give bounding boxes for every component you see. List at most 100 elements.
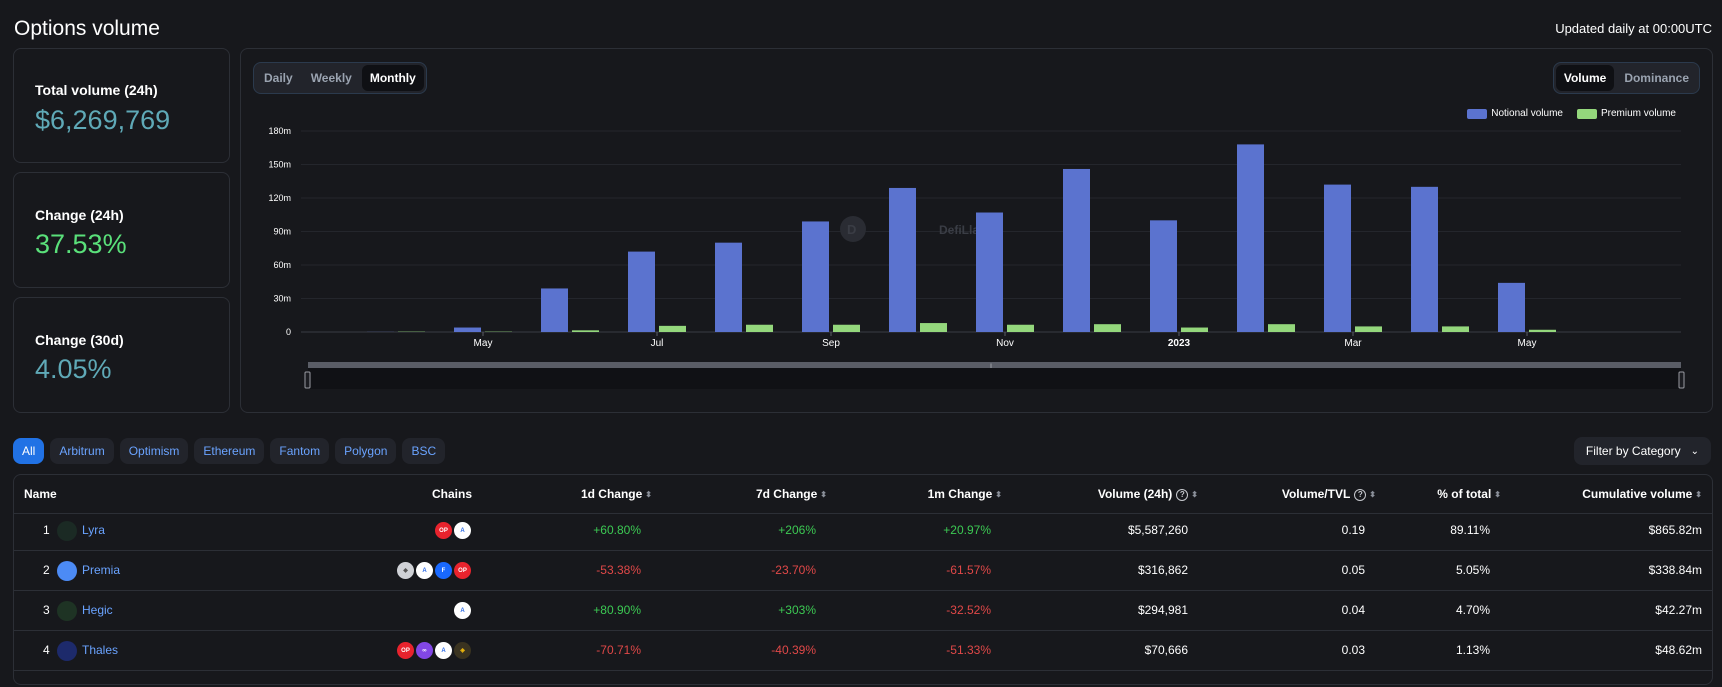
slider-handle-right[interactable] bbox=[1678, 371, 1685, 389]
slider-area[interactable] bbox=[308, 368, 1681, 389]
bar-notional[interactable] bbox=[976, 212, 1003, 332]
volume-tvl: 0.05 bbox=[1341, 563, 1365, 577]
protocol-name-link[interactable]: Hegic bbox=[82, 603, 113, 617]
arbitrum-icon[interactable]: A bbox=[434, 641, 453, 660]
volume-24h: $70,666 bbox=[1144, 643, 1188, 657]
bar-premium[interactable] bbox=[659, 325, 686, 332]
chip-fantom[interactable]: Fantom bbox=[270, 438, 330, 464]
header-7d-change[interactable]: 7d Change ⬍ bbox=[756, 475, 827, 514]
bar-notional[interactable] bbox=[628, 251, 655, 332]
period-monthly[interactable]: Monthly bbox=[361, 65, 424, 91]
arbitrum-icon[interactable]: A bbox=[415, 561, 434, 580]
header-1m-change[interactable]: 1m Change ⬍ bbox=[928, 475, 1002, 514]
header-pct-total[interactable]: % of total ⬍ bbox=[1437, 475, 1501, 514]
protocol-name-link[interactable]: Thales bbox=[82, 643, 119, 657]
bar-premium[interactable] bbox=[1355, 326, 1382, 332]
bar-premium[interactable] bbox=[833, 324, 860, 332]
chip-all[interactable]: All bbox=[13, 438, 45, 464]
bar-notional[interactable] bbox=[454, 327, 481, 332]
header-name[interactable]: Name bbox=[24, 487, 57, 501]
x-tick-label: Sep bbox=[822, 338, 840, 349]
table-row[interactable]: 4 Thales OP ∞ A ◈ -70.71% -40.39% -51.33% $70,666… bbox=[14, 631, 1712, 671]
chip-optimism[interactable]: Optimism bbox=[119, 438, 189, 464]
y-tick-label: 0 bbox=[286, 327, 291, 337]
slider-track[interactable] bbox=[308, 362, 1681, 368]
help-icon[interactable]: ? bbox=[1176, 488, 1189, 501]
rank: 4 bbox=[43, 643, 50, 657]
chip-bsc[interactable]: BSC bbox=[402, 438, 446, 464]
fantom-icon[interactable]: F bbox=[434, 561, 453, 580]
header-label: 1d Change bbox=[580, 487, 643, 501]
slider-handle-left[interactable] bbox=[304, 371, 311, 389]
polygon-icon[interactable]: ∞ bbox=[415, 641, 434, 660]
cumulative-volume: $338.84m bbox=[1648, 563, 1702, 577]
zoom-slider[interactable]: ‖ bbox=[304, 362, 1685, 389]
filter-by-category-button[interactable]: Filter by Category ⌄ bbox=[1573, 437, 1711, 465]
arbitrum-icon[interactable]: A bbox=[453, 601, 472, 620]
bar-premium[interactable] bbox=[1529, 329, 1556, 332]
chip-polygon[interactable]: Polygon bbox=[335, 438, 397, 464]
x-tick-label: Jul bbox=[651, 338, 664, 349]
bar-premium[interactable] bbox=[1007, 324, 1034, 332]
bar-premium[interactable] bbox=[572, 330, 599, 332]
bar-premium[interactable] bbox=[1268, 324, 1295, 332]
chevron-down-icon: ⌄ bbox=[1690, 445, 1699, 457]
bar-premium[interactable] bbox=[1094, 324, 1121, 332]
table-row[interactable]: 1 Lyra OP A +60.80% +206% +20.97% $5,587,260 0.1… bbox=[14, 511, 1712, 551]
legend-premium[interactable]: Premium volume bbox=[1576, 108, 1676, 119]
ethereum-icon[interactable]: ◆ bbox=[396, 561, 415, 580]
table-row[interactable]: 3 Hegic A +80.90% +303% -32.52% $294,981 0.04 4.… bbox=[14, 591, 1712, 631]
protocol-name-link[interactable]: Lyra bbox=[82, 523, 105, 537]
optimism-icon[interactable]: OP bbox=[434, 521, 453, 540]
bar-notional[interactable] bbox=[1063, 168, 1090, 332]
protocol-name-link[interactable]: Premia bbox=[82, 563, 121, 577]
bar-notional[interactable] bbox=[715, 242, 742, 332]
legend-notional[interactable]: Notional volume bbox=[1467, 108, 1563, 119]
header-cumulative-volume[interactable]: Cumulative volume ⬍ bbox=[1582, 475, 1702, 514]
bar-notional[interactable] bbox=[889, 187, 916, 332]
header-label: Volume/TVL bbox=[1281, 487, 1351, 501]
stat-value: $6,269,769 bbox=[35, 105, 171, 135]
table-row[interactable]: 2 Premia ◆ A F OP -53.38% -23.70% -61.57% $316,86… bbox=[14, 551, 1712, 591]
mode-volume[interactable]: Volume bbox=[1555, 65, 1615, 91]
chip-ethereum[interactable]: Ethereum bbox=[194, 438, 265, 464]
rank: 3 bbox=[43, 603, 50, 617]
protocol-logo-icon bbox=[57, 601, 77, 621]
help-icon[interactable]: ? bbox=[1354, 488, 1367, 501]
header-volume-tvl[interactable]: Volume/TVL? ⬍ bbox=[1282, 475, 1376, 514]
pct-of-total: 4.70% bbox=[1455, 603, 1490, 617]
bar-notional[interactable] bbox=[802, 221, 829, 332]
header-1d-change[interactable]: 1d Change ⬍ bbox=[581, 475, 652, 514]
bar-notional[interactable] bbox=[1498, 282, 1525, 332]
cumulative-volume: $48.62m bbox=[1655, 643, 1702, 657]
cumulative-volume: $865.82m bbox=[1648, 523, 1702, 537]
bar-notional[interactable] bbox=[541, 288, 568, 332]
optimism-icon[interactable]: OP bbox=[396, 641, 415, 660]
stat-label: Total volume (24h) bbox=[35, 82, 158, 98]
change-1d: +80.90% bbox=[593, 603, 641, 617]
bar-notional[interactable] bbox=[1411, 186, 1438, 332]
period-weekly[interactable]: Weekly bbox=[310, 71, 352, 85]
bar-premium[interactable] bbox=[746, 324, 773, 332]
x-tick-label: May bbox=[1518, 338, 1537, 349]
period-daily[interactable]: Daily bbox=[264, 71, 293, 85]
optimism-icon[interactable]: OP bbox=[453, 561, 472, 580]
chip-arbitrum[interactable]: Arbitrum bbox=[50, 438, 114, 464]
filter-label: Filter by Category bbox=[1585, 444, 1681, 458]
bar-notional[interactable] bbox=[1237, 144, 1264, 332]
bar-premium[interactable] bbox=[1442, 326, 1469, 332]
arbitrum-icon[interactable]: A bbox=[453, 521, 472, 540]
volume-tvl: 0.03 bbox=[1341, 643, 1365, 657]
bar-premium[interactable] bbox=[920, 323, 947, 332]
bar-premium[interactable] bbox=[1181, 327, 1208, 332]
bsc-icon[interactable]: ◈ bbox=[453, 641, 472, 660]
stat-label: Change (30d) bbox=[35, 332, 124, 348]
page-title: Options volume bbox=[14, 17, 160, 40]
change-7d: +303% bbox=[778, 603, 816, 617]
header-volume-24h[interactable]: Volume (24h)? ⬍ bbox=[1098, 475, 1198, 514]
bar-notional[interactable] bbox=[1324, 184, 1351, 332]
cumulative-volume: $42.27m bbox=[1655, 603, 1702, 617]
stat-value: 37.53% bbox=[35, 229, 127, 259]
bar-notional[interactable] bbox=[1150, 220, 1177, 332]
mode-dominance[interactable]: Dominance bbox=[1624, 71, 1689, 85]
